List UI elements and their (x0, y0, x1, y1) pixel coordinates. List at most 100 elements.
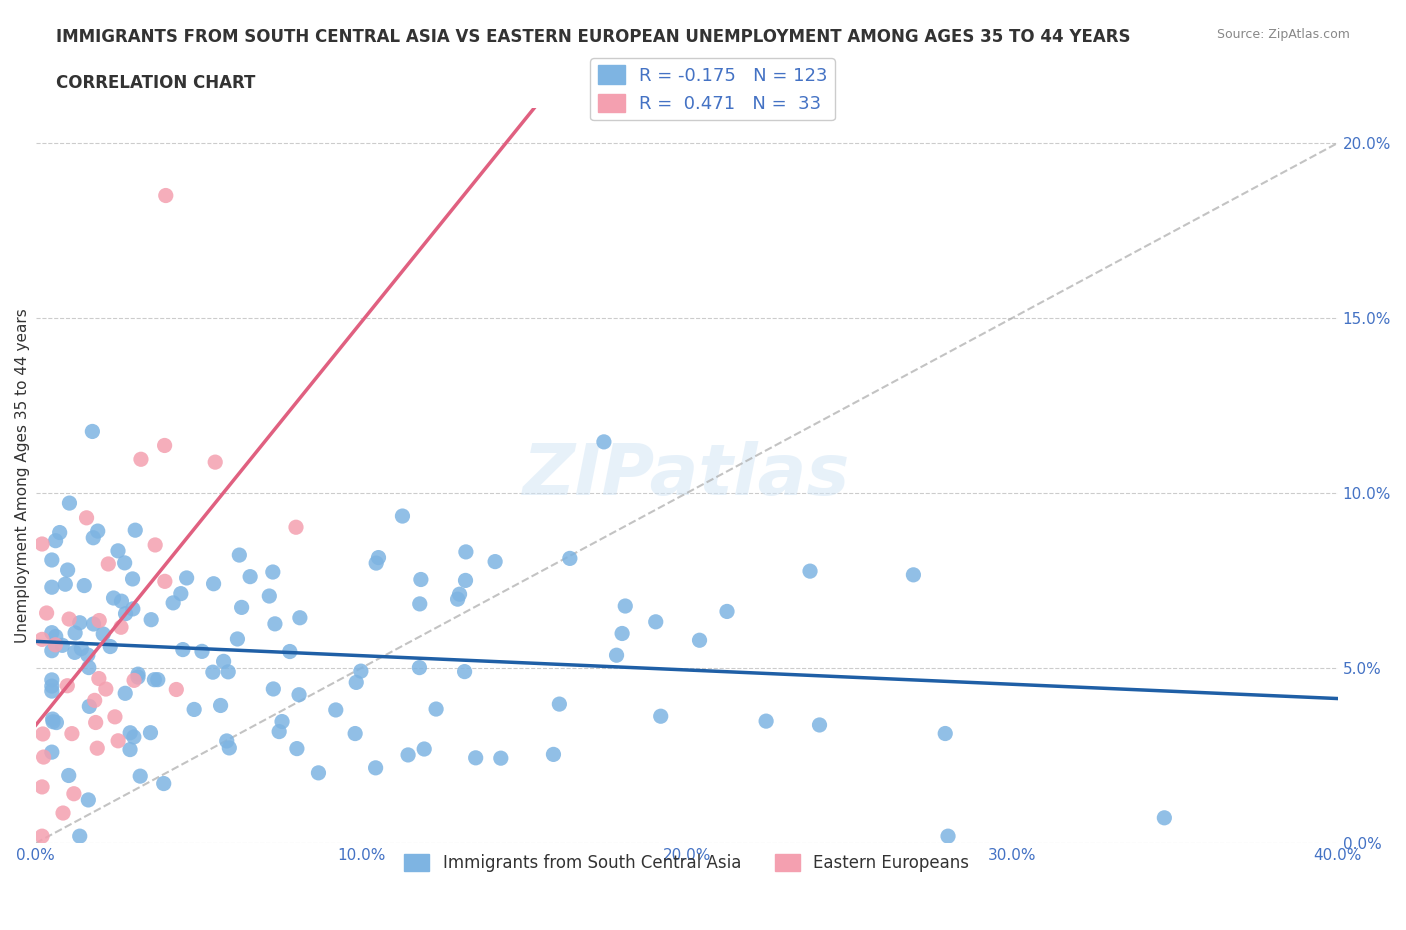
Point (41, 579, 63, 594)
Point (122, 673, 145, 688)
Point (89, 613, 111, 628)
Point (41, 711, 63, 726)
Point (799, 564, 821, 578)
Point (58, 768, 80, 783)
Point (76, 647, 98, 662)
Point (41, 672, 63, 687)
Point (31, 726, 53, 741)
Point (103, 591, 125, 605)
Point (396, 748, 419, 763)
Point (139, 725, 162, 740)
Point (146, 672, 169, 687)
Point (94, 682, 117, 697)
Point (104, 710, 127, 724)
Point (808, 718, 831, 733)
Point (86, 741, 108, 756)
Point (413, 741, 436, 756)
Text: IMMIGRANTS FROM SOUTH CENTRAL ASIA VS EASTERN EUROPEAN UNEMPLOYMENT AMONG AGES 3: IMMIGRANTS FROM SOUTH CENTRAL ASIA VS EA… (56, 28, 1130, 46)
Point (644, 615, 666, 630)
Point (35, 605, 58, 620)
Point (129, 769, 152, 784)
Point (364, 761, 387, 776)
Point (408, 660, 430, 675)
Point (127, 670, 149, 684)
Point (76, 511, 98, 525)
Point (45, 629, 67, 644)
Point (191, 644, 214, 658)
Point (63, 626, 86, 641)
Point (143, 672, 166, 687)
Point (122, 729, 145, 744)
Point (124, 523, 146, 538)
Point (606, 648, 628, 663)
Point (141, 612, 163, 627)
Point (79, 699, 101, 714)
Point (176, 570, 198, 585)
Point (367, 551, 389, 565)
Point (63, 644, 86, 659)
Point (41, 679, 63, 694)
Point (262, 565, 284, 579)
Point (454, 544, 477, 559)
Point (464, 751, 486, 765)
Point (204, 455, 226, 470)
Point (209, 698, 232, 713)
Point (308, 765, 330, 780)
Point (409, 596, 432, 611)
Point (41, 684, 63, 698)
Point (453, 664, 475, 679)
Point (98, 639, 121, 654)
Point (489, 751, 512, 765)
Point (558, 551, 581, 565)
Point (110, 619, 132, 634)
Point (162, 595, 184, 610)
Point (114, 606, 136, 621)
Point (288, 687, 311, 702)
Point (84, 715, 107, 730)
Point (127, 667, 149, 682)
Point (425, 701, 447, 716)
Point (454, 573, 477, 588)
Point (51, 638, 73, 653)
Point (903, 567, 925, 582)
Point (70, 641, 93, 656)
Point (121, 572, 143, 587)
Point (69, 616, 91, 631)
Point (409, 572, 432, 587)
Point (271, 714, 294, 729)
Point (202, 577, 225, 591)
Point (446, 591, 468, 606)
Point (548, 697, 571, 711)
Point (41, 552, 63, 567)
Point (52, 805, 75, 820)
Point (170, 586, 193, 601)
Point (215, 734, 238, 749)
Point (107, 543, 129, 558)
Point (82, 424, 104, 439)
Point (325, 702, 347, 717)
Point (69, 829, 91, 844)
Point (110, 593, 132, 608)
Point (45, 715, 67, 730)
Point (172, 642, 194, 657)
Point (231, 600, 253, 615)
Text: CORRELATION CHART: CORRELATION CHART (56, 74, 256, 92)
Point (278, 644, 301, 659)
Point (391, 509, 413, 524)
Point (344, 675, 367, 690)
Point (152, 777, 174, 791)
Point (58, 496, 80, 511)
Point (83, 693, 105, 708)
Point (48, 525, 70, 540)
Point (114, 555, 136, 570)
Point (32, 750, 55, 764)
Point (97, 556, 120, 571)
Point (45, 533, 67, 548)
Point (934, 726, 956, 741)
Point (269, 724, 291, 739)
Y-axis label: Unemployment Among Ages 35 to 44 years: Unemployment Among Ages 35 to 44 years (15, 308, 30, 643)
Point (87, 671, 110, 686)
Point (650, 709, 672, 724)
Point (56, 678, 79, 693)
Point (129, 452, 152, 467)
